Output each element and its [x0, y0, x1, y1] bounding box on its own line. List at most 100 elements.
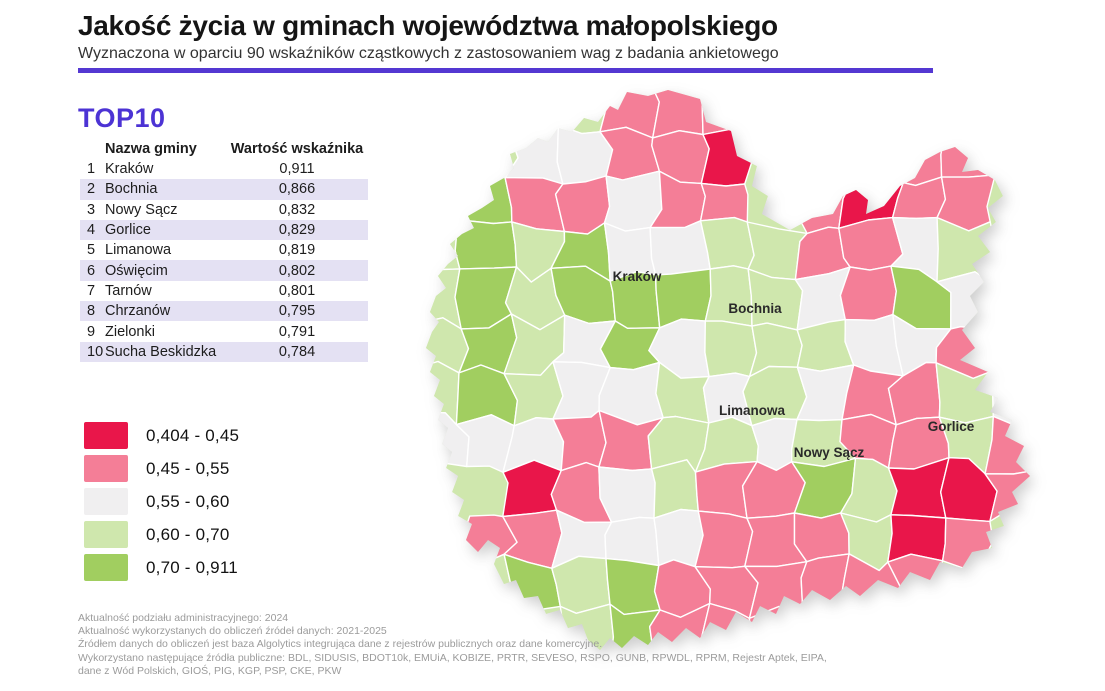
map-label: Bochnia	[728, 301, 782, 316]
page-title: Jakość życia w gminach województwa małop…	[78, 10, 778, 41]
rank-cell: 4	[87, 222, 96, 239]
rank-cell: 5	[87, 242, 96, 259]
rank-cell: 1	[87, 161, 96, 178]
legend-item: 0,55 - 0,60	[84, 485, 239, 518]
legend-item: 0,45 - 0,55	[84, 452, 239, 485]
gmina-name-cell: Zielonki	[105, 323, 155, 340]
top10-table: Nazwa gminy Wartość wskaźnika 1 Kraków 0,9…	[80, 138, 368, 362]
map-legend: 0,404 - 0,45 0,45 - 0,55 0,55 - 0,60 0,60 -…	[84, 419, 239, 584]
gmina-cell	[694, 510, 754, 569]
table-row: 8 Chrzanów 0,795	[80, 301, 368, 322]
indicator-value-cell: 0,911	[279, 161, 315, 178]
map-label: Limanowa	[719, 403, 786, 418]
table-row: 3 Nowy Sącz 0,832	[80, 200, 368, 220]
rank-cell: 2	[87, 181, 96, 198]
gmina-name-cell: Sucha Beskidzka	[105, 343, 217, 360]
indicator-value-cell: 0,784	[278, 343, 316, 360]
gmina-cell	[457, 176, 513, 225]
legend-swatch	[84, 455, 128, 482]
footnote-line: Aktualność wykorzystanych do obliczeń źr…	[78, 625, 387, 638]
gmina-cell	[941, 517, 994, 570]
legend-label: 0,55 - 0,60	[146, 491, 230, 511]
legend-swatch	[84, 554, 128, 581]
gmina-cell	[984, 415, 1030, 475]
gmina-cell	[839, 265, 897, 321]
gmina-cell	[888, 121, 945, 187]
map-label: Gorlice	[928, 419, 975, 434]
gmina-cell	[458, 553, 513, 610]
choropleth-map: Kraków Bochnia Limanowa Nowy Sącz Gorlice	[426, 90, 1030, 650]
indicator-value-cell: 0,791	[278, 323, 316, 340]
gmina-name-cell: Kraków	[105, 161, 154, 178]
gmina-cell	[700, 128, 756, 187]
top10-table-body: 1 Kraków 0,911 2 Bochnia 0,866 3 Nowy Sącz 0,832…	[80, 159, 368, 362]
gmina-cell	[851, 121, 904, 184]
gmina-name-cell: Tarnów	[105, 282, 152, 299]
indicator-value-cell: 0,801	[278, 282, 316, 299]
gmina-cell	[502, 459, 562, 518]
legend-swatch	[84, 488, 128, 515]
legend-label: 0,45 - 0,55	[146, 458, 230, 478]
gmina-cell	[426, 268, 462, 330]
indicator-value-cell: 0,795	[278, 303, 316, 320]
gmina-name-cell: Chrzanów	[105, 303, 171, 320]
table-header-row: Nazwa gminy Wartość wskaźnika	[80, 138, 368, 159]
legend-swatch	[84, 521, 128, 548]
table-row: 4 Gorlice 0,829	[80, 219, 368, 241]
gmina-name-cell: Limanowa	[105, 242, 172, 259]
gmina-cell	[991, 367, 1030, 427]
indicator-value-cell: 0,832	[278, 201, 316, 218]
legend-label: 0,404 - 0,45	[146, 425, 240, 445]
gmina-name-cell: Oświęcim	[105, 262, 168, 279]
legend-label: 0,60 - 0,70	[146, 524, 230, 544]
footnotes: Aktualność podziału administracyjnego: 2…	[78, 612, 888, 678]
gmina-cell	[551, 555, 611, 614]
gmina-cell	[982, 327, 1030, 377]
table-row: 7 Tarnów 0,801	[80, 281, 368, 301]
footnote-line: dane z Wód Polskich, GIOŚ, PIG, KGP, PSP…	[78, 664, 342, 677]
gmina-cell	[704, 320, 758, 378]
gmina-cell	[699, 182, 749, 223]
legend-label: 0,70 - 0,911	[146, 557, 238, 577]
indicator-value-cell: 0,802	[278, 262, 316, 279]
gmina-cell	[649, 220, 711, 276]
legend-item: 0,404 - 0,45	[84, 419, 239, 452]
gmina-name-cell: Nowy Sącz	[105, 201, 178, 218]
table-row: 1 Kraków 0,911	[80, 159, 368, 179]
gmina-cell	[704, 265, 753, 327]
gmina-cell	[800, 553, 850, 618]
page-subtitle: Wyznaczona w oparciu 90 wskaźników cząst…	[78, 45, 779, 62]
footnote-line: Źródłem danych do obliczeń jest baza Alg…	[78, 638, 603, 651]
gmina-cell	[940, 124, 996, 178]
gmina-cell	[982, 272, 1030, 330]
indicator-value-cell: 0,829	[278, 222, 316, 239]
gmina-cell	[454, 218, 518, 270]
gmina-cell	[650, 459, 699, 519]
gmina-cell	[699, 216, 755, 270]
indicator-value-cell: 0,866	[278, 181, 316, 198]
gmina-cell	[698, 90, 754, 138]
footnote-line: Wykorzystano następujące źródła publiczn…	[78, 651, 827, 664]
rank-cell: 8	[87, 303, 96, 320]
accent-divider	[78, 68, 933, 73]
rank-cell: 6	[87, 262, 96, 279]
gmina-cell	[653, 508, 704, 568]
table-row: 9 Zielonki 0,791	[80, 321, 368, 341]
map-region-group	[426, 90, 1030, 650]
legend-item: 0,70 - 0,911	[84, 551, 239, 584]
map-label: Nowy Sącz	[794, 445, 865, 460]
gmina-cell	[605, 557, 661, 616]
rank-cell: 10	[87, 343, 104, 360]
gmina-cell	[454, 123, 519, 179]
table-row: 5 Limanowa 0,819	[80, 240, 368, 260]
gmina-name-cell: Bochnia	[105, 181, 158, 198]
map-label: Kraków	[613, 269, 662, 284]
value-column-header: Wartość wskaźnika	[230, 140, 364, 157]
rank-cell: 9	[87, 323, 96, 340]
gmina-cell	[604, 516, 660, 567]
table-row: 10 Sucha Beskidzka 0,784	[80, 341, 368, 362]
table-row: 2 Bochnia 0,866	[80, 179, 368, 200]
legend-item: 0,60 - 0,70	[84, 518, 239, 551]
table-row: 6 Oświęcim 0,802	[80, 260, 368, 281]
